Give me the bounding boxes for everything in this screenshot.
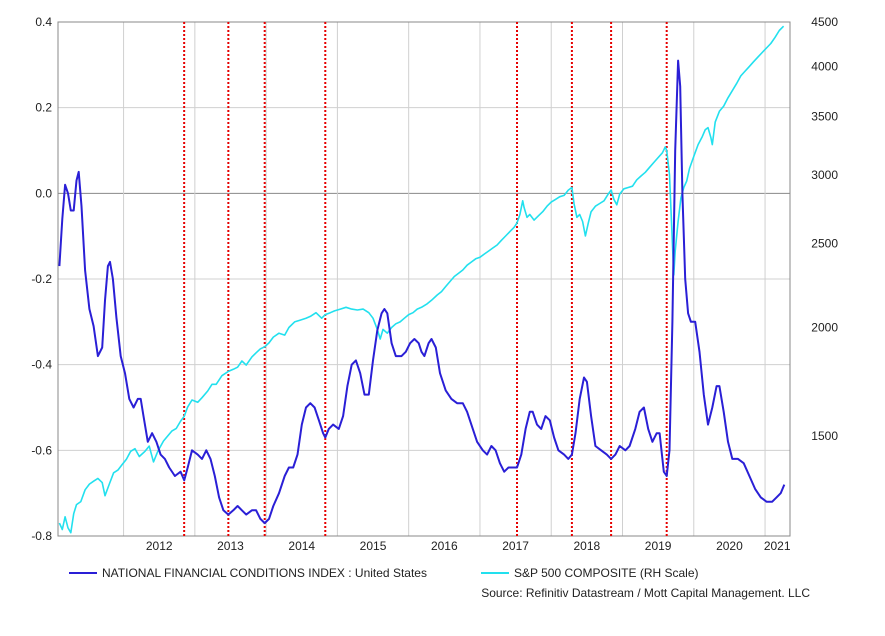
- right-tick-label: 3000: [811, 168, 838, 182]
- x-tick-label: 2014: [288, 539, 315, 553]
- x-tick-label: 2015: [360, 539, 387, 553]
- right-tick-label: 3500: [811, 110, 838, 124]
- left-tick-label: -0.8: [31, 529, 52, 543]
- x-tick-label: 2018: [574, 539, 601, 553]
- right-tick-label: 1500: [811, 429, 838, 443]
- plot-frame: [57, 21, 791, 537]
- right-tick-label: 2000: [811, 321, 838, 335]
- right-tick-label: 4500: [811, 15, 838, 29]
- left-tick-label: 0.0: [35, 186, 52, 200]
- x-tick-label: 2013: [217, 539, 244, 553]
- legend: NATIONAL FINANCIAL CONDITIONS INDEX : Un…: [69, 566, 699, 580]
- gridlines: [58, 21, 790, 537]
- left-tick-label: 0.4: [35, 15, 52, 29]
- x-tick-label: 2019: [645, 539, 672, 553]
- right-axis-ticks: 4500 4000 3500 3000 2500 2000 1500: [811, 15, 838, 443]
- left-axis-ticks: 0.4 0.2 0.0 -0.2 -0.4 -0.6 -0.8: [31, 15, 52, 543]
- x-tick-label: 2020: [716, 539, 743, 553]
- legend-label-sp500: S&P 500 COMPOSITE (RH Scale): [514, 566, 699, 580]
- source-note: Source: Refinitiv Datastream / Mott Capi…: [481, 586, 810, 600]
- right-tick-label: 4000: [811, 59, 838, 73]
- x-axis-ticks: 2012 2013 2014 2015 2016 2017 2018 2019 2020 2021: [146, 539, 791, 553]
- x-tick-label: 2021: [764, 539, 791, 553]
- nfci-series-line: [58, 59, 786, 525]
- left-tick-label: 0.2: [35, 101, 52, 115]
- series-group: [58, 25, 786, 534]
- legend-label-nfci: NATIONAL FINANCIAL CONDITIONS INDEX : Un…: [102, 566, 427, 580]
- left-tick-label: -0.2: [31, 272, 52, 286]
- right-tick-label: 2500: [811, 236, 838, 250]
- x-tick-label: 2012: [146, 539, 173, 553]
- x-tick-label: 2016: [431, 539, 458, 553]
- left-tick-label: -0.4: [31, 358, 52, 372]
- x-tick-label: 2017: [502, 539, 529, 553]
- left-tick-label: -0.6: [31, 443, 52, 457]
